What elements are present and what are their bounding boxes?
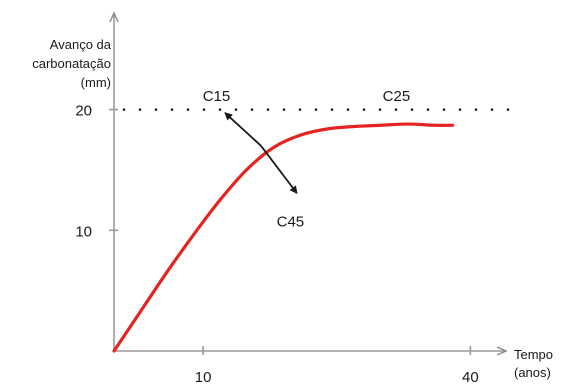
x-axis-label-line-1: Tempo [514,347,553,362]
annotation-label: C15 [203,88,231,105]
tick-group: 10 40 10 20 [75,103,478,384]
series-line [112,122,455,353]
axes [114,13,506,351]
x-tick-label: 40 [462,369,479,384]
annotation-label: C45 [277,214,305,231]
y-axis-label-line-2: carbonatação [32,56,111,71]
y-tick-label: 20 [75,103,92,120]
annotation-arrow [224,112,262,147]
y-axis-label-line-1: Avanço da [50,37,112,52]
arrow-group [224,112,298,195]
y-axis-label-line-3: (mm) [81,75,111,90]
series-group [112,122,455,353]
annotation-group: C15 C25 C45 [203,88,410,231]
x-axis-label-line-2: (anos) [514,365,551,380]
annotation-arrow [260,145,298,195]
x-tick-label: 10 [195,369,212,384]
y-tick-label: 10 [75,223,92,240]
annotation-label: C25 [383,88,411,105]
